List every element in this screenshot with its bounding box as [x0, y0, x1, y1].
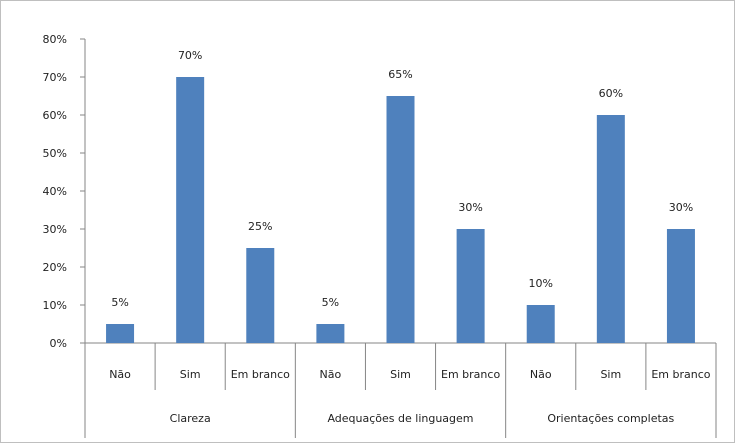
data-label: 5%: [322, 296, 339, 309]
category-label: Em branco: [651, 368, 710, 381]
group-label: Adequações de linguagem: [327, 412, 473, 425]
category-label: Sim: [180, 368, 201, 381]
data-label: 65%: [388, 68, 412, 81]
y-tick-label: 80%: [43, 33, 67, 46]
group-label: Orientações completas: [547, 412, 674, 425]
category-label: Não: [109, 368, 131, 381]
y-tick-label: 0%: [50, 337, 67, 350]
y-tick-label: 40%: [43, 185, 67, 198]
bar: [316, 324, 345, 343]
bar: [456, 229, 485, 343]
data-label: 30%: [458, 201, 482, 214]
data-label: 70%: [178, 49, 202, 62]
category-label: Sim: [600, 368, 621, 381]
y-tick-label: 70%: [43, 71, 67, 84]
data-label: 30%: [669, 201, 693, 214]
data-label: 25%: [248, 220, 272, 233]
data-label: 5%: [111, 296, 128, 309]
bar: [386, 96, 415, 343]
category-label: Sim: [390, 368, 411, 381]
y-tick-label: 20%: [43, 261, 67, 274]
group-label: Clareza: [170, 412, 211, 425]
y-tick-label: 10%: [43, 299, 67, 312]
bar: [106, 324, 135, 343]
category-label: Não: [320, 368, 342, 381]
data-label: 60%: [599, 87, 623, 100]
category-label: Em branco: [441, 368, 500, 381]
bar: [246, 248, 275, 343]
data-label: 10%: [528, 277, 552, 290]
bar: [596, 115, 625, 343]
category-label: Em branco: [231, 368, 290, 381]
bar: [666, 229, 695, 343]
y-tick-label: 50%: [43, 147, 67, 160]
bar: [176, 77, 205, 343]
category-label: Não: [530, 368, 552, 381]
y-tick-label: 30%: [43, 223, 67, 236]
bar: [526, 305, 555, 343]
y-tick-label: 60%: [43, 109, 67, 122]
